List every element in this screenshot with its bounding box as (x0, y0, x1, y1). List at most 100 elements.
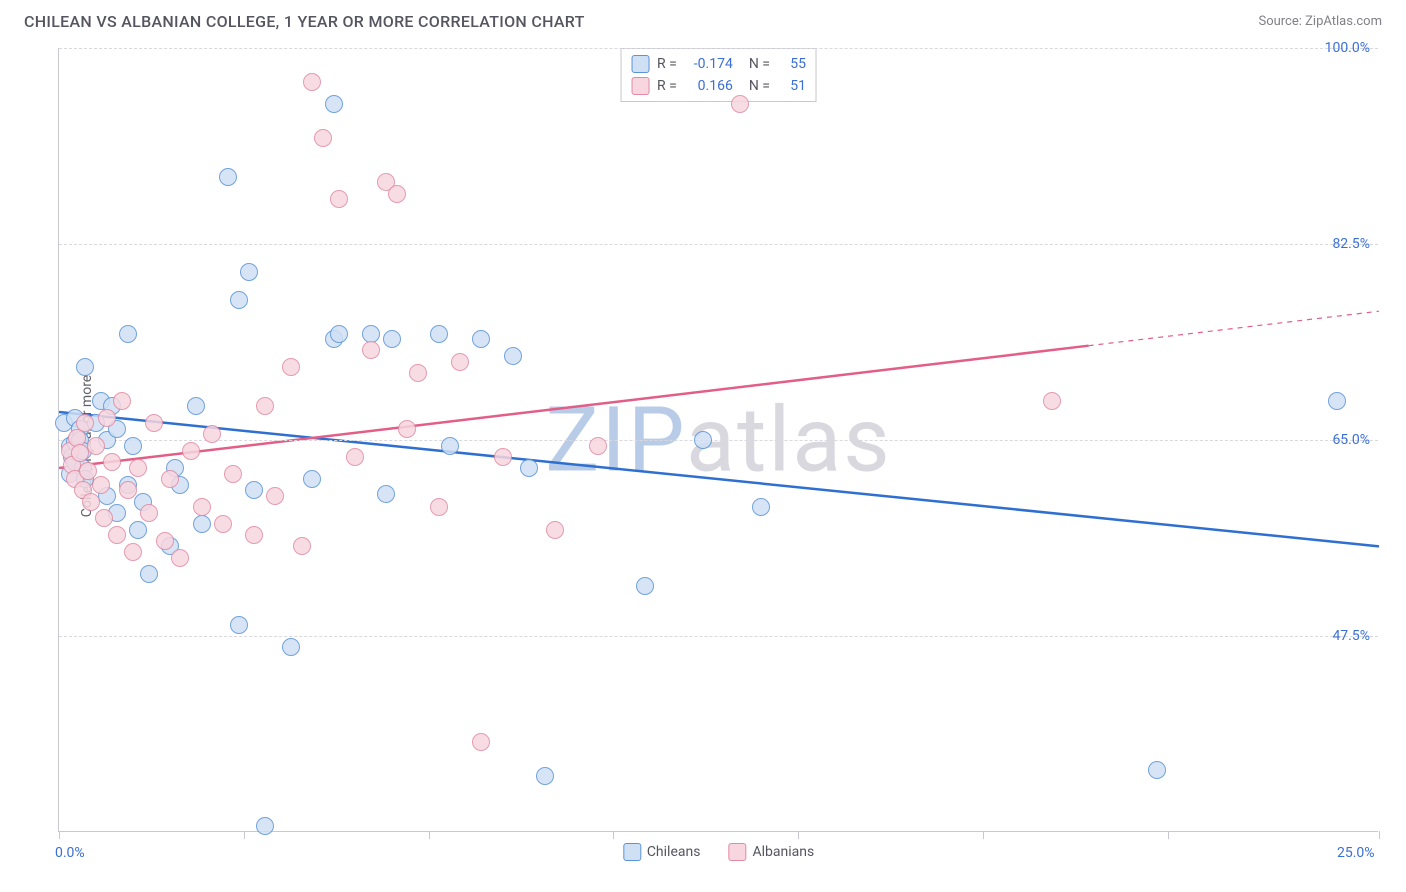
y-tick-label: 100.0% (1325, 40, 1370, 56)
data-point (219, 168, 237, 186)
data-point (430, 498, 448, 516)
data-point (731, 95, 749, 113)
data-point (203, 425, 221, 443)
gridline (59, 244, 1378, 245)
data-point (520, 459, 538, 477)
data-point (108, 526, 126, 544)
data-point (1043, 392, 1061, 410)
data-point (124, 543, 142, 561)
data-point (330, 325, 348, 343)
gridline (59, 440, 1378, 441)
data-point (95, 509, 113, 527)
data-point (224, 465, 242, 483)
x-tick (1168, 831, 1169, 839)
data-point (752, 498, 770, 516)
data-point (156, 532, 174, 550)
data-point (472, 733, 490, 751)
data-point (451, 353, 469, 371)
data-point (140, 504, 158, 522)
data-point (193, 515, 211, 533)
data-point (119, 481, 137, 499)
data-point (398, 420, 416, 438)
stat-legend-row: R = 0.166 N = 51 (631, 75, 806, 97)
data-point (383, 330, 401, 348)
stat-legend-row: R = -0.174 N = 55 (631, 53, 806, 75)
data-point (240, 263, 258, 281)
source-label: Source: ZipAtlas.com (1258, 14, 1382, 29)
stat-r-label: R = (657, 78, 677, 94)
x-tick (798, 831, 799, 839)
legend-label: Albanians (752, 844, 814, 860)
stat-legend-box: R = -0.174 N = 55 R = 0.166 N = 51 (620, 48, 817, 102)
scatter-chart: ZIPatlas R = -0.174 N = 55 R = 0.166 N =… (58, 48, 1378, 832)
stat-n-label: N = (749, 56, 770, 72)
y-tick-label: 82.5% (1332, 236, 1370, 252)
data-point (303, 73, 321, 91)
gridline (59, 48, 1378, 49)
legend-swatch (623, 843, 641, 861)
gridline (59, 636, 1378, 637)
stat-n-value: 51 (778, 78, 806, 94)
data-point (230, 291, 248, 309)
y-tick-label: 65.0% (1332, 432, 1370, 448)
data-point (182, 442, 200, 460)
data-point (282, 358, 300, 376)
x-tick (983, 831, 984, 839)
data-point (362, 341, 380, 359)
data-point (214, 515, 232, 533)
data-point (546, 521, 564, 539)
data-point (362, 325, 380, 343)
stat-n-value: 55 (778, 56, 806, 72)
data-point (536, 767, 554, 785)
data-point (1148, 761, 1166, 779)
x-tick (613, 831, 614, 839)
series-legend: Chileans Albanians (623, 843, 814, 861)
data-point (330, 190, 348, 208)
data-point (256, 817, 274, 835)
stat-n-label: N = (749, 78, 770, 94)
legend-swatch (631, 55, 649, 73)
legend-item: Chileans (623, 843, 701, 861)
data-point (230, 616, 248, 634)
data-point (87, 437, 105, 455)
legend-swatch (728, 843, 746, 861)
data-point (119, 325, 137, 343)
data-point (129, 459, 147, 477)
data-point (325, 95, 343, 113)
data-point (293, 537, 311, 555)
data-point (282, 638, 300, 656)
data-point (636, 577, 654, 595)
data-point (76, 414, 94, 432)
legend-item: Albanians (728, 843, 814, 861)
data-point (245, 481, 263, 499)
data-point (266, 487, 284, 505)
data-point (98, 409, 116, 427)
data-point (193, 498, 211, 516)
data-point (187, 397, 205, 415)
data-point (303, 470, 321, 488)
data-point (245, 526, 263, 544)
data-point (82, 493, 100, 511)
data-point (388, 185, 406, 203)
x-tick (59, 831, 60, 839)
data-point (694, 431, 712, 449)
data-point (124, 437, 142, 455)
data-point (494, 448, 512, 466)
stat-r-label: R = (657, 56, 677, 72)
data-point (377, 485, 395, 503)
data-point (346, 448, 364, 466)
data-point (76, 358, 94, 376)
x-tick (429, 831, 430, 839)
data-point (472, 330, 490, 348)
data-point (145, 414, 163, 432)
x-tick-label: 0.0% (55, 845, 85, 861)
data-point (409, 364, 427, 382)
x-tick (1379, 831, 1380, 839)
data-point (1328, 392, 1346, 410)
data-point (430, 325, 448, 343)
data-point (140, 565, 158, 583)
data-point (113, 392, 131, 410)
stat-r-value: 0.166 (685, 78, 733, 94)
data-point (314, 129, 332, 147)
data-point (171, 549, 189, 567)
